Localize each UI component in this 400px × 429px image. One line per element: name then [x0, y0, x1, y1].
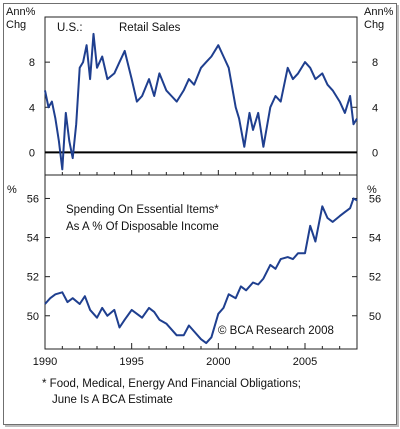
- bottom-y-tick-label-right: 54: [369, 233, 381, 245]
- top-y-tick-label-left: 8: [29, 57, 35, 69]
- footnote-line2: June Is A BCA Estimate: [52, 394, 173, 406]
- chart-canvas: Ann% Chg Ann% Chg U.S.: Retail Sales 8 8 4…: [6, 6, 394, 406]
- bottom-y-tick-label-left: 54: [27, 233, 39, 245]
- top-left-unit-line1: Ann%: [6, 6, 36, 18]
- essential-spending-line: [44, 197, 358, 345]
- footnote-line1: * Food, Medical, Energy And Financial Ob…: [42, 378, 301, 390]
- bottom-right-unit: %: [367, 184, 377, 196]
- top-panel-border: [44, 16, 358, 176]
- x-tick-label: 1995: [119, 356, 143, 368]
- top-y-tick-label-right: 0: [372, 147, 378, 159]
- top-y-tick-label-right: 4: [372, 102, 378, 114]
- retail-sales-line: [44, 32, 358, 171]
- top-y-tick-label-left: 0: [29, 147, 35, 159]
- bottom-y-tick-label-right: 50: [369, 311, 381, 323]
- top-right-unit-line2: Chg: [364, 19, 384, 31]
- bottom-panel-border: [44, 174, 358, 350]
- top-left-unit-line2: Chg: [6, 19, 26, 31]
- top-chart-title: Retail Sales: [119, 22, 181, 34]
- top-region-label: U.S.:: [57, 22, 83, 34]
- bottom-y-tick-label-left: 56: [27, 193, 39, 205]
- bottom-y-tick-label-left: 50: [27, 311, 39, 323]
- bottom-y-tick-label-right: 56: [369, 193, 381, 205]
- x-tick-label: 2005: [293, 356, 317, 368]
- copyright-annotation: © BCA Research 2008: [218, 325, 334, 337]
- bottom-title-line1: Spending On Essential Items*: [66, 204, 219, 216]
- bottom-y-tick-label-left: 52: [27, 272, 39, 284]
- bottom-left-unit: %: [7, 184, 17, 196]
- top-y-tick-label-left: 4: [29, 102, 35, 114]
- bottom-y-tick-label-right: 52: [369, 272, 381, 284]
- chart-frame: Ann% Chg Ann% Chg U.S.: Retail Sales 8 8 4…: [3, 3, 397, 425]
- top-y-tick-label-right: 8: [372, 57, 378, 69]
- bottom-title-line2: As A % Of Disposable Income: [66, 221, 219, 233]
- x-tick-label: 1990: [33, 356, 57, 368]
- x-tick-label: 2000: [206, 356, 230, 368]
- top-right-unit-line1: Ann%: [364, 6, 394, 18]
